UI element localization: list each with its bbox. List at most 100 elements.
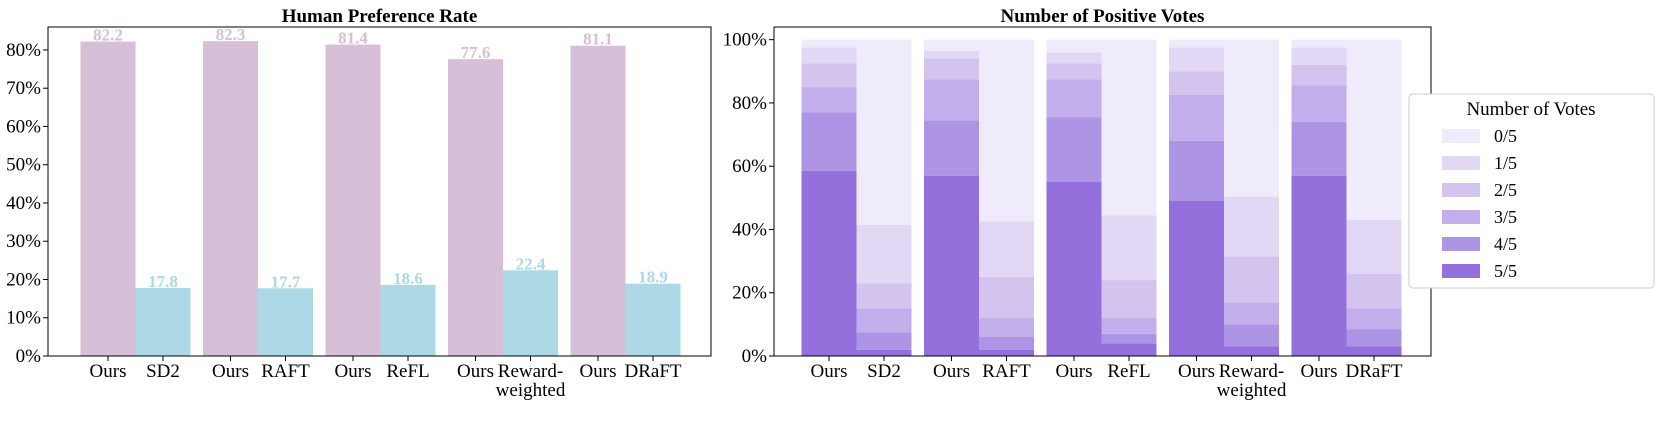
bar-ours (80, 41, 136, 357)
legend-label: 4/5 (1494, 234, 1517, 254)
stack-segment (1046, 79, 1102, 118)
stack-segment (856, 39, 912, 225)
x-tick-label: Reward- (1219, 361, 1284, 382)
stack-segment (1291, 39, 1347, 48)
stack-segment (1046, 39, 1102, 53)
x-tick-label: weighted (496, 380, 566, 401)
stack-segment (924, 120, 979, 176)
stack-segment (801, 63, 857, 88)
stack-segment (924, 79, 979, 121)
x-tick-label: Ours (811, 361, 848, 382)
y-tick-label: 40% (732, 219, 767, 240)
stack-segment (856, 308, 912, 333)
stack-segment (1346, 329, 1402, 347)
bar-baseline (625, 283, 681, 356)
x-tick-label: RAFT (982, 361, 1031, 382)
stack-segment (1224, 324, 1279, 347)
stack-segment (924, 39, 979, 51)
stack-segment (1101, 215, 1157, 281)
y-tick-label: 30% (6, 231, 41, 252)
y-tick-label: 40% (6, 193, 41, 214)
stack-segment (979, 276, 1034, 319)
legend-title: Number of Votes (1466, 99, 1595, 120)
stack-segment (1224, 196, 1279, 257)
data-label-ours: 82.3 (216, 25, 246, 44)
y-tick-label: 70% (6, 78, 41, 99)
data-label-ours: 81.4 (338, 29, 368, 48)
stack-segment (1291, 64, 1347, 86)
y-tick-label: 0% (16, 346, 42, 367)
x-tick-label: Ours (1178, 361, 1215, 382)
stack-segment (1101, 343, 1157, 356)
legend: Number of Votes 0/5 1/5 2/5 3/5 4/5 5/5 (1408, 93, 1655, 289)
x-tick-label: SD2 (867, 361, 901, 382)
bar-baseline (135, 287, 191, 356)
x-tick-label: Ours (933, 361, 970, 382)
x-tick-label: Reward- (498, 361, 563, 382)
stack-segment (1169, 200, 1224, 356)
y-tick-label: 50% (6, 155, 41, 176)
stack-segment (1046, 117, 1102, 183)
stack-segment (1346, 308, 1402, 330)
legend-swatch (1442, 210, 1480, 224)
bar-ours (448, 59, 503, 356)
data-label-baseline: 17.7 (271, 272, 301, 291)
data-label-ours: 81.1 (583, 30, 613, 49)
votes-chart: Number of Positive Votes 0% 20% 40% 60% 80% 10… (723, 6, 1655, 401)
chart-title: Human Preference Rate (282, 6, 478, 27)
stack-segment (801, 39, 857, 48)
bar-ours (570, 45, 626, 356)
stack-segment (1346, 39, 1402, 220)
stack-segment (856, 349, 912, 356)
x-tick-label: DRaFT (1346, 361, 1403, 382)
stack-segment (1046, 52, 1102, 64)
legend-label: 3/5 (1494, 207, 1517, 227)
stack-segment (1224, 346, 1279, 356)
legend-swatch (1442, 156, 1480, 170)
data-label-ours: 82.2 (93, 26, 123, 45)
x-tick-label: weighted (1217, 380, 1287, 401)
stack-segment (801, 112, 857, 171)
bar-baseline (503, 270, 558, 356)
x-tick-label: Ours (335, 361, 372, 382)
stack-segment (979, 318, 1034, 338)
legend-label: 5/5 (1494, 261, 1517, 281)
bar-ours (325, 44, 381, 356)
data-label-baseline: 17.8 (148, 272, 178, 291)
x-tick-label: SD2 (146, 361, 180, 382)
legend-swatch (1442, 129, 1480, 143)
y-tick-label: 20% (6, 269, 41, 290)
stack-segment (1169, 47, 1224, 72)
stack-segment (979, 337, 1034, 350)
x-tick-label: Ours (1056, 361, 1093, 382)
stack-segment (1346, 273, 1402, 309)
stack-segment (924, 175, 979, 356)
x-tick-label: Ours (1301, 361, 1338, 382)
data-label-baseline: 18.6 (393, 269, 423, 288)
stack-segment (801, 47, 857, 64)
stack-segment (801, 87, 857, 113)
y-tick-label: 100% (723, 30, 768, 51)
stack-segment (856, 283, 912, 309)
x-tick-label: ReFL (386, 361, 429, 382)
x-tick-label: Ours (457, 361, 494, 382)
legend-swatch (1442, 264, 1480, 278)
stack-segment (1224, 302, 1279, 325)
chart-title: Number of Positive Votes (1001, 6, 1205, 27)
stack-segment (1101, 333, 1157, 344)
stack-segment (1291, 121, 1347, 176)
stack-segment (1169, 140, 1224, 201)
stack-segment (1046, 63, 1102, 80)
stack-segment (1101, 39, 1157, 216)
stack-segment (1291, 175, 1347, 356)
legend-label: 0/5 (1494, 126, 1517, 146)
stack-segment (1224, 256, 1279, 303)
data-label-ours: 77.6 (461, 43, 491, 62)
bar-baseline (258, 288, 313, 356)
stack-segment (1224, 39, 1279, 197)
stack-segment (1101, 318, 1157, 334)
stack-segment (1291, 85, 1347, 122)
x-tick-label: RAFT (261, 361, 310, 382)
stack-segment (1169, 71, 1224, 96)
